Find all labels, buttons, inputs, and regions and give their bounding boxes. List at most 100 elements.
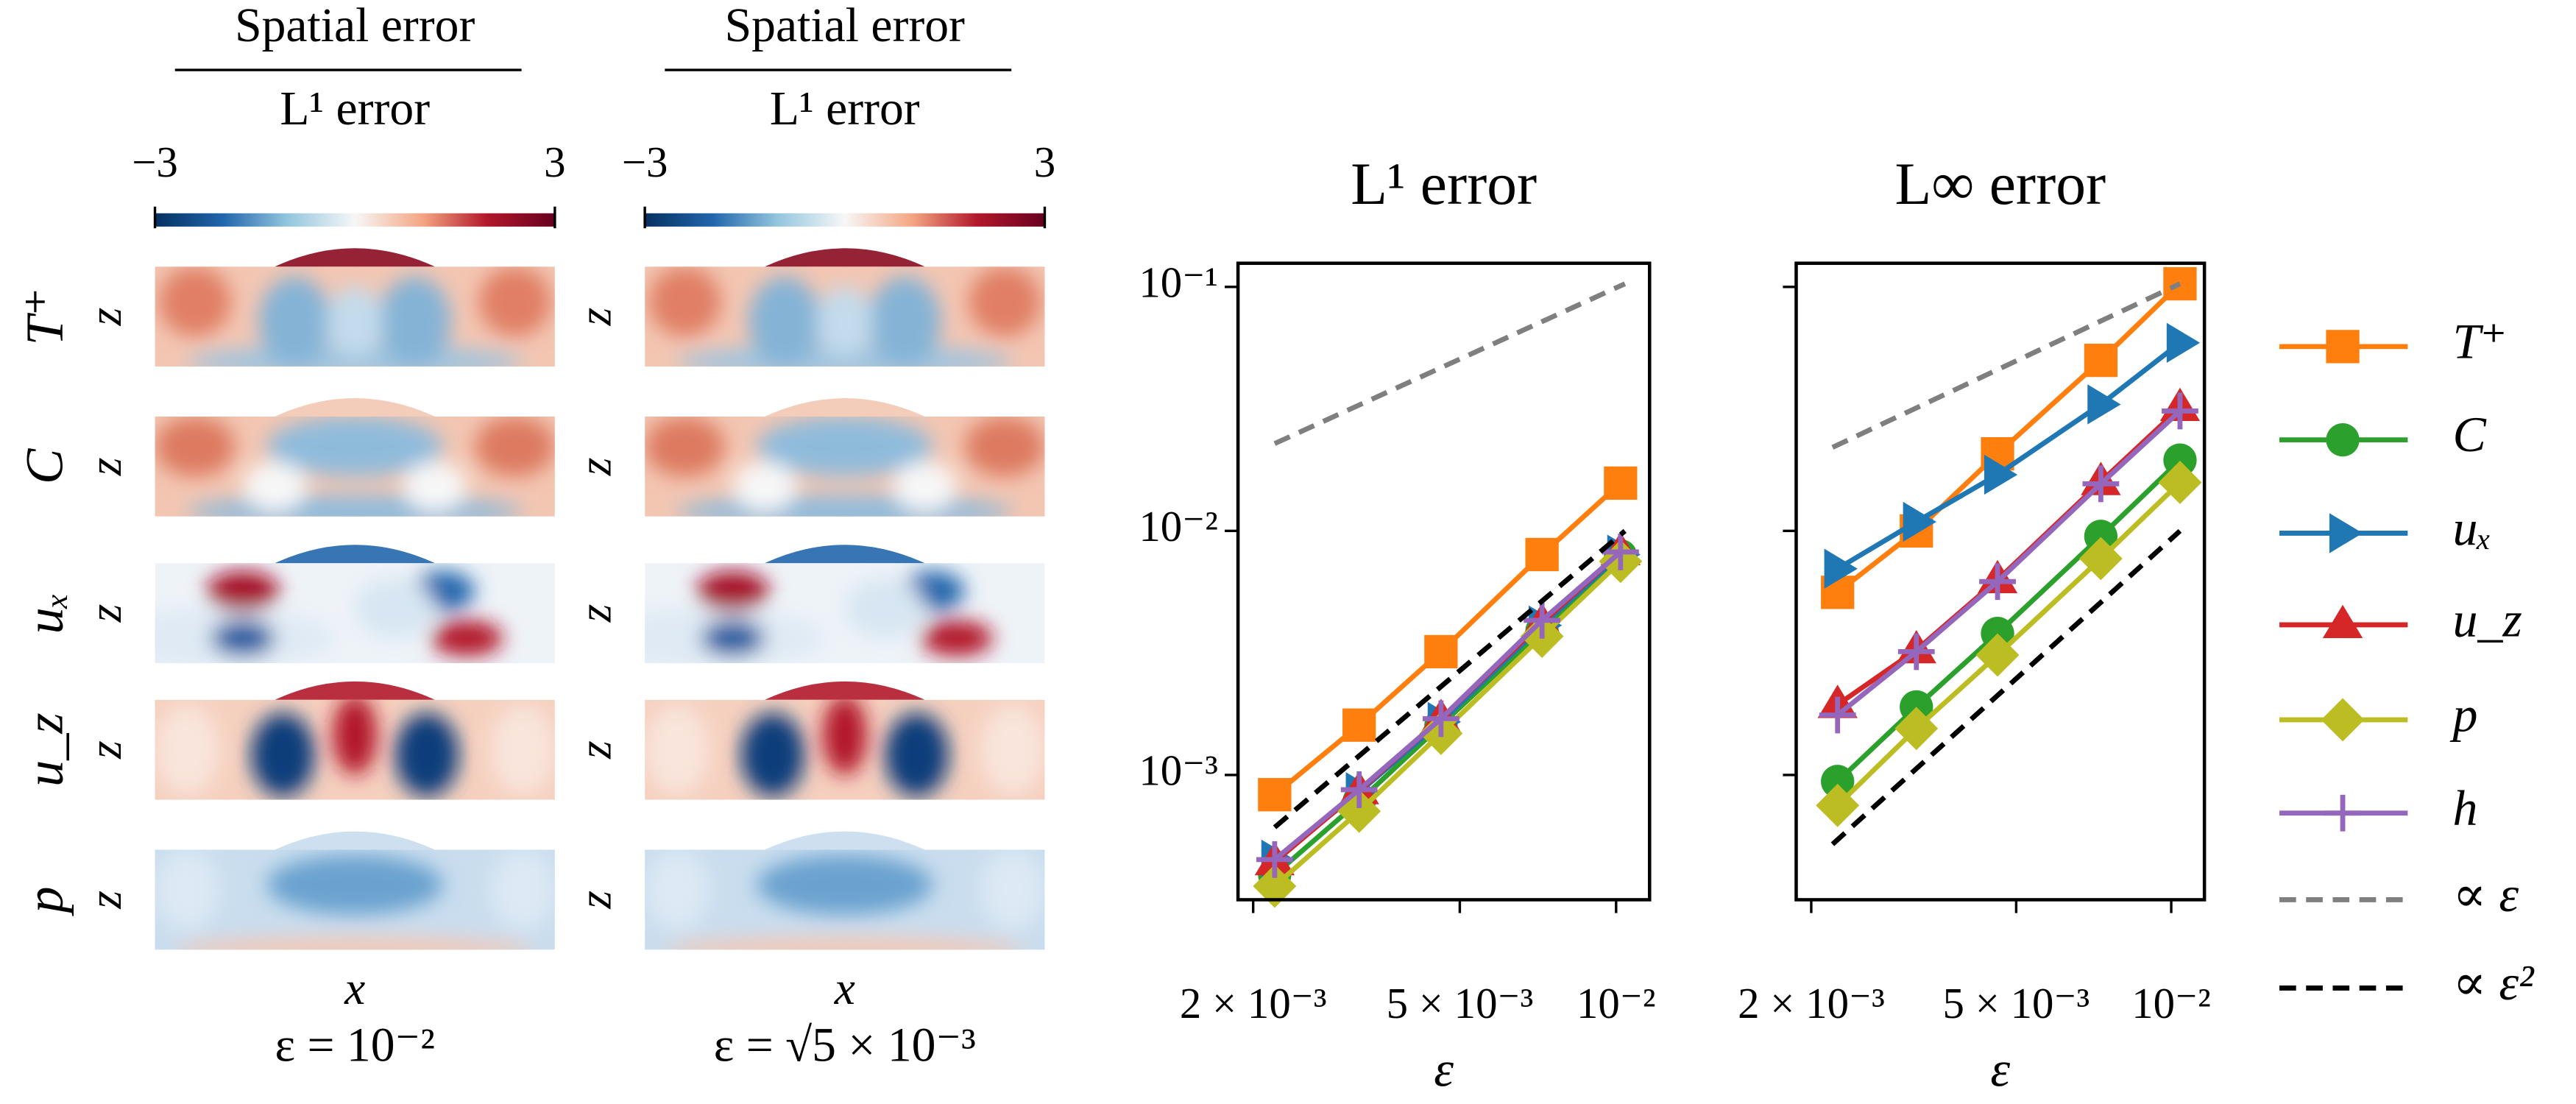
x-axis-label: ε — [1434, 1041, 1454, 1097]
marker — [1422, 700, 1459, 737]
legend-label: ∝ ε² — [2452, 955, 2535, 1011]
legend-marker — [2324, 794, 2361, 832]
heatmap-field — [645, 266, 1045, 367]
colorbar-title: Spatial error — [235, 0, 475, 52]
marker — [1424, 634, 1458, 669]
heatmap-blob — [980, 704, 1045, 795]
marker — [2084, 520, 2118, 553]
surface-bump — [275, 831, 435, 850]
marker — [1894, 707, 1939, 751]
heatmap — [155, 248, 555, 367]
legend-label: ∝ ε — [2452, 866, 2519, 922]
marker — [2162, 392, 2198, 430]
heatmap — [645, 545, 1045, 663]
heatmap-field — [155, 266, 555, 367]
heatmap-blob — [757, 416, 933, 477]
marker — [1342, 708, 1376, 742]
heatmap-blobs — [645, 416, 1045, 517]
marker — [1604, 466, 1638, 500]
marker — [1979, 563, 2016, 601]
series-line — [1273, 528, 1627, 829]
marker — [1525, 537, 1559, 572]
legend-marker — [2321, 698, 2365, 742]
heatmap-blob — [155, 416, 236, 477]
heatmap-blob — [757, 854, 933, 915]
heatmap-ylabel: z — [79, 740, 131, 760]
heatmap-blobs — [648, 266, 1041, 367]
heatmap-blob — [749, 276, 821, 367]
x-tick-label: 10⁻² — [2131, 980, 2211, 1027]
heatmap-field — [155, 849, 555, 950]
row-label: p — [15, 886, 74, 916]
heatmap — [645, 248, 1045, 367]
marker — [1824, 548, 1858, 589]
heatmap-blobs — [155, 416, 555, 517]
heatmap-ylabel: z — [570, 308, 621, 327]
series-line — [1830, 528, 2182, 846]
heatmap — [645, 398, 1045, 517]
heatmap-blob — [250, 712, 315, 797]
column-caption: ε = √5 × 10⁻³ — [714, 1018, 976, 1072]
x-tick-label: 5 × 10⁻³ — [1387, 980, 1534, 1027]
heatmap-ylabel: z — [79, 891, 131, 910]
heatmap-blob — [490, 849, 555, 930]
heatmap-blob — [893, 461, 957, 512]
heatmap-blob — [174, 938, 535, 950]
heatmap-ylabel: z — [570, 458, 621, 477]
colorbar-tick-label: −3 — [132, 138, 178, 186]
legend-label: T⁺ — [2452, 313, 2507, 369]
heatmap-ylabel: z — [570, 891, 621, 910]
legend-marker — [2326, 330, 2360, 364]
series-line — [1831, 281, 2182, 450]
legend-marker — [2329, 513, 2363, 553]
surface-bump — [275, 398, 435, 417]
heatmap-blob — [207, 571, 279, 612]
colorbar-title: L¹ error — [770, 82, 920, 135]
row-label: uₓ — [15, 592, 74, 634]
y-tick-label: 10⁻¹ — [1139, 258, 1218, 306]
y-tick-label: 10⁻² — [1139, 503, 1218, 551]
legend-label: p — [2449, 687, 2477, 743]
heatmap-blobs — [645, 699, 1045, 797]
heatmap-blob — [645, 849, 710, 930]
marker — [2078, 537, 2123, 581]
surface-bump — [765, 398, 925, 417]
heatmap-blob — [431, 620, 503, 657]
x-tick-label: 2 × 10⁻³ — [1738, 980, 1885, 1027]
heatmap-blob — [648, 266, 721, 337]
column-caption: ε = 10⁻² — [275, 1018, 435, 1072]
heatmap — [155, 831, 555, 950]
marker — [1258, 778, 1292, 812]
surface-bump — [275, 545, 435, 564]
heatmap-blob — [210, 620, 275, 657]
heatmap-blob — [394, 712, 459, 797]
heatmap-blob — [266, 854, 443, 915]
heatmap-blobs — [645, 849, 1045, 950]
heatmap-blob — [885, 712, 949, 797]
heatmap-blobs — [155, 571, 503, 663]
legend-label: h — [2452, 779, 2477, 835]
heatmap-blob — [969, 266, 1041, 337]
heatmap-blob — [243, 461, 308, 512]
heatmap — [645, 681, 1045, 800]
heatmap-blobs — [158, 266, 551, 367]
marker — [1524, 601, 1561, 639]
marker — [2163, 443, 2197, 477]
surface-bump — [765, 545, 925, 564]
marker — [2166, 322, 2201, 363]
heatmap-blob — [327, 286, 383, 357]
heatmap-blob — [490, 704, 555, 795]
x-axis-label: ε — [1990, 1041, 2010, 1097]
legend-label: C — [2452, 406, 2486, 462]
heatmap-blobs — [155, 699, 555, 797]
chart-title: L¹ error — [1351, 150, 1537, 217]
legend-label: uₓ — [2452, 500, 2491, 556]
heatmap-blobs — [155, 849, 555, 950]
heatmap-blob — [403, 461, 467, 512]
heatmap-ylabel: z — [570, 604, 621, 623]
colorbar-tick-label: 3 — [1034, 138, 1055, 186]
heatmap-blob — [822, 699, 867, 775]
legend-marker — [2326, 423, 2360, 457]
heatmap — [155, 681, 555, 800]
heatmap — [645, 831, 1045, 950]
